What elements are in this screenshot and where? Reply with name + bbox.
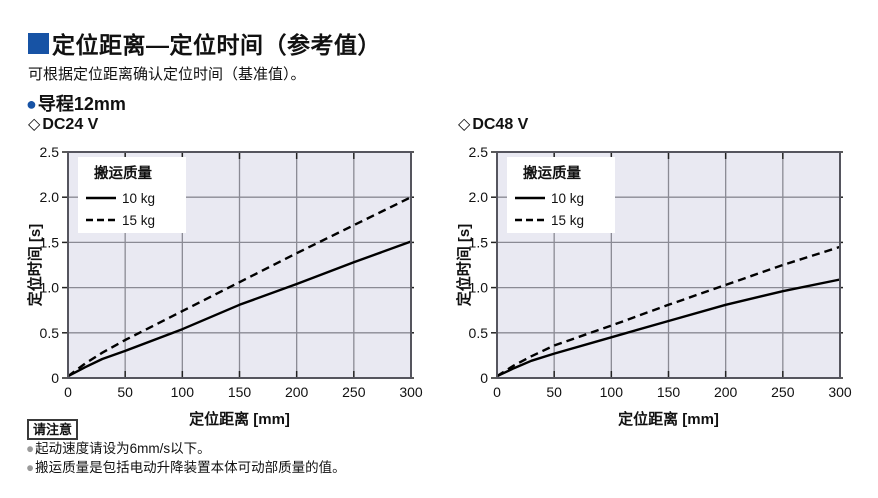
x-axis-title: 定位距离 [mm] bbox=[618, 410, 719, 428]
circle-bullet-icon: ● bbox=[26, 94, 37, 114]
legend-label: 10 kg bbox=[122, 191, 155, 206]
x-tick-label: 200 bbox=[714, 384, 738, 400]
x-axis-title: 定位距离 [mm] bbox=[189, 410, 290, 428]
x-tick-label: 0 bbox=[64, 384, 72, 400]
note-text: 起动速度请设为6mm/s以下。 bbox=[35, 441, 211, 456]
series-15-kg bbox=[67, 196, 412, 378]
diamond-icon: ◇ bbox=[458, 116, 471, 133]
chart-dc24v: 0 50 100 150 200 250 300 0 0.5 1.0 1.5 2.0 2.5 定位距离 [… bbox=[26, 144, 423, 428]
x-tick-label: 250 bbox=[342, 384, 366, 400]
y-tick-label: 2.0 bbox=[40, 189, 60, 205]
page-title-row: 定位距离—定位时间（参考值） bbox=[28, 26, 381, 60]
note-item: ●起动速度请设为6mm/s以下。 bbox=[26, 440, 346, 459]
page-subtitle: 可根据定位距离确认定位时间（基准值）。 bbox=[28, 66, 306, 83]
note-text: 搬运质量是包括电动升降装置本体可动部质量的值。 bbox=[35, 459, 346, 475]
page-title: 定位距离—定位时间（参考值） bbox=[52, 32, 381, 58]
x-tick-label: 300 bbox=[399, 384, 423, 400]
legend-box bbox=[78, 157, 186, 233]
legend-label: 10 kg bbox=[551, 191, 584, 206]
lead-heading-label: 导程12mm bbox=[37, 94, 126, 114]
x-tick-label: 50 bbox=[117, 384, 133, 400]
series-10-kg bbox=[67, 240, 412, 378]
note-item: ●搬运质量是包括电动升降装置本体可动部质量的值。 bbox=[26, 459, 346, 478]
legend-title: 搬运质量 bbox=[94, 164, 152, 182]
chart-heading-dc24v: ◇ DC24 V bbox=[28, 114, 98, 134]
y-tick-label: 1.5 bbox=[469, 234, 489, 250]
x-tick-label: 300 bbox=[828, 384, 852, 400]
plot-border bbox=[67, 151, 412, 379]
x-tick-label: 50 bbox=[546, 384, 562, 400]
lead-heading: ●导程12mm bbox=[26, 90, 126, 116]
x-tick-label: 100 bbox=[171, 384, 195, 400]
x-tick-label: 250 bbox=[771, 384, 795, 400]
title-square-icon bbox=[28, 32, 49, 54]
chart-heading-dc48v: ◇ DC48 V bbox=[458, 114, 528, 134]
legend-label: 15 kg bbox=[122, 213, 155, 228]
chart-heading-dc48v-label: DC48 V bbox=[472, 116, 529, 133]
series-15-kg bbox=[496, 245, 841, 378]
notes-list: ●起动速度请设为6mm/s以下。 ●搬运质量是包括电动升降装置本体可动部质量的值… bbox=[26, 440, 346, 477]
y-tick-label: 0.5 bbox=[40, 325, 60, 341]
legend-title: 搬运质量 bbox=[523, 164, 581, 182]
diamond-icon: ◇ bbox=[28, 116, 41, 133]
y-tick-label: 0.5 bbox=[469, 325, 489, 341]
legend-box bbox=[507, 157, 615, 233]
gray-bullet-icon: ● bbox=[26, 441, 35, 456]
legend-label: 15 kg bbox=[551, 213, 584, 228]
y-tick-label: 2.0 bbox=[469, 189, 489, 205]
y-tick-label: 0 bbox=[51, 370, 59, 386]
plot-border bbox=[496, 151, 841, 379]
gray-bullet-icon: ● bbox=[26, 459, 35, 475]
y-tick-label: 1.0 bbox=[469, 280, 489, 296]
y-tick-label: 1.0 bbox=[40, 280, 60, 296]
x-tick-label: 0 bbox=[493, 384, 501, 400]
y-tick-label: 2.5 bbox=[469, 144, 489, 160]
y-axis-title: 定位时间 [s] bbox=[26, 224, 44, 307]
chart-heading-dc24v-label: DC24 V bbox=[42, 116, 99, 133]
y-tick-label: 0 bbox=[480, 370, 488, 386]
y-axis-title: 定位时间 [s] bbox=[455, 224, 473, 307]
series-10-kg bbox=[496, 278, 841, 378]
chart-dc48v: 0 50 100 150 200 250 300 0 0.5 1.0 1.5 2.0 2.5 定位距离 [… bbox=[455, 144, 852, 428]
y-tick-label: 1.5 bbox=[40, 234, 60, 250]
x-tick-label: 100 bbox=[600, 384, 624, 400]
caution-box: 请注意 bbox=[27, 419, 79, 440]
x-tick-label: 200 bbox=[285, 384, 309, 400]
y-tick-label: 2.5 bbox=[40, 144, 60, 160]
x-tick-label: 150 bbox=[657, 384, 681, 400]
x-tick-label: 150 bbox=[228, 384, 252, 400]
